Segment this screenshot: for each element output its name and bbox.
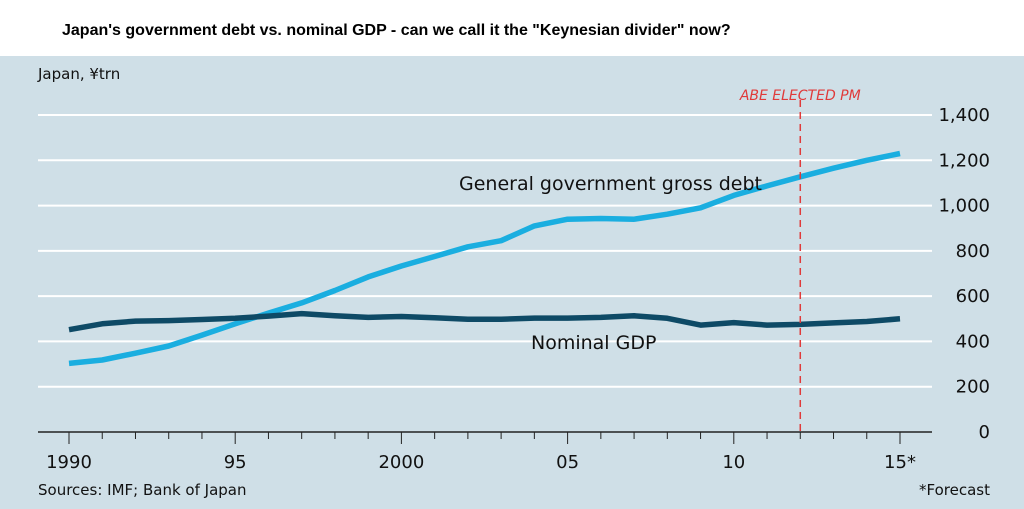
x-tick-label: 05 xyxy=(556,452,579,473)
series-line-nominal-gdp xyxy=(68,310,901,333)
y-axis-label: Japan, ¥trn xyxy=(37,65,120,83)
abe-elected-label: ABE ELECTED PM xyxy=(739,88,861,104)
x-tick-label: 2000 xyxy=(378,452,424,473)
x-tick-label: 95 xyxy=(224,452,247,473)
series-label-nominal-gdp: Nominal GDP xyxy=(531,332,656,354)
y-tick-label: 1,200 xyxy=(938,150,990,171)
source-note: Sources: IMF; Bank of Japan xyxy=(38,481,246,499)
grid-lines xyxy=(38,114,932,388)
series-lines xyxy=(68,150,901,367)
x-tick-label: 15* xyxy=(884,452,916,473)
y-tick-label: 600 xyxy=(956,286,990,307)
x-tick-label: 10 xyxy=(722,452,745,473)
axes xyxy=(38,431,932,444)
chart-title: Japan's government debt vs. nominal GDP … xyxy=(62,22,731,39)
plot-panel xyxy=(0,56,1024,509)
series-label-gross-debt: General government gross debt xyxy=(459,173,762,195)
annotations: ABE ELECTED PM xyxy=(739,88,861,432)
forecast-footnote: *Forecast xyxy=(919,481,990,499)
series-line-gross-debt xyxy=(68,150,901,367)
y-tick-label: 800 xyxy=(956,241,990,262)
y-tick-label: 1,400 xyxy=(938,105,990,126)
y-tick-label: 200 xyxy=(956,377,990,398)
y-tick-label: 400 xyxy=(956,331,990,352)
x-tick-label: 1990 xyxy=(46,452,92,473)
y-tick-label: 0 xyxy=(979,422,990,443)
chart-text: Japan, ¥trn Sources: IMF; Bank of Japan … xyxy=(37,65,990,499)
y-tick-label: 1,000 xyxy=(938,196,990,217)
